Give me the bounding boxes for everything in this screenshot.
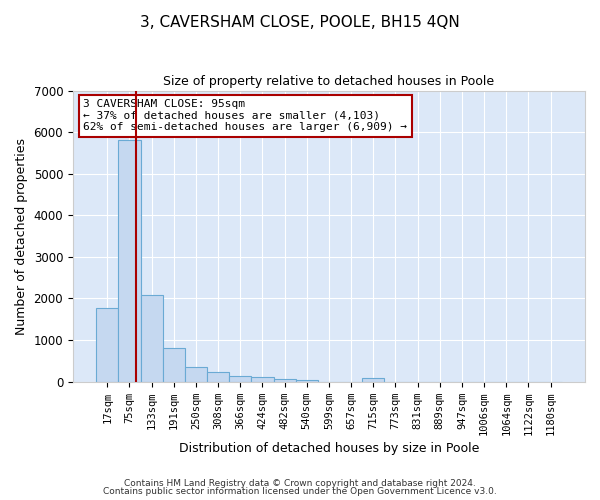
Text: Contains HM Land Registry data © Crown copyright and database right 2024.: Contains HM Land Registry data © Crown c… xyxy=(124,478,476,488)
Bar xyxy=(207,372,229,382)
Text: 3, CAVERSHAM CLOSE, POOLE, BH15 4QN: 3, CAVERSHAM CLOSE, POOLE, BH15 4QN xyxy=(140,15,460,30)
Bar xyxy=(163,348,185,382)
Bar xyxy=(274,379,296,382)
Bar xyxy=(96,308,118,382)
Text: Contains public sector information licensed under the Open Government Licence v3: Contains public sector information licen… xyxy=(103,487,497,496)
Y-axis label: Number of detached properties: Number of detached properties xyxy=(15,138,28,334)
Text: 3 CAVERSHAM CLOSE: 95sqm
← 37% of detached houses are smaller (4,103)
62% of sem: 3 CAVERSHAM CLOSE: 95sqm ← 37% of detach… xyxy=(83,100,407,132)
Title: Size of property relative to detached houses in Poole: Size of property relative to detached ho… xyxy=(163,75,494,88)
Bar xyxy=(362,378,385,382)
X-axis label: Distribution of detached houses by size in Poole: Distribution of detached houses by size … xyxy=(179,442,479,455)
Bar xyxy=(118,140,140,382)
Bar xyxy=(140,295,163,382)
Bar xyxy=(229,376,251,382)
Bar xyxy=(251,378,274,382)
Bar xyxy=(185,367,207,382)
Bar xyxy=(296,380,318,382)
